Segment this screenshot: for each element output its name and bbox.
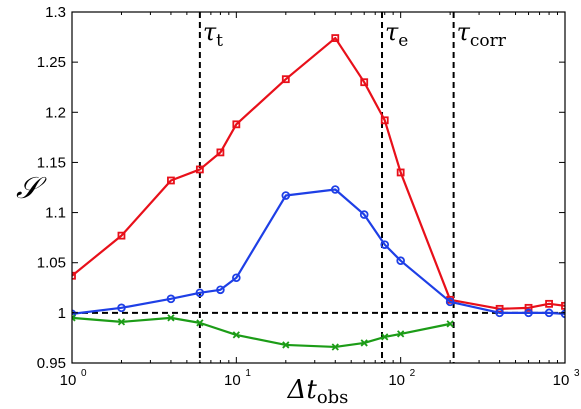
data-point (167, 176, 175, 185)
data-point (524, 303, 533, 312)
reference-line-label-0: τt (203, 18, 223, 51)
x-tick-label: 10 (388, 372, 405, 389)
data-point (359, 210, 369, 219)
data-point (381, 333, 389, 341)
data-point (396, 168, 405, 177)
x-tick-label: 10 (553, 372, 570, 389)
y-tick-label: 1.15 (37, 154, 66, 171)
data-point (331, 343, 339, 351)
x-axis-label: Δtobs (287, 375, 349, 408)
data-point (216, 285, 225, 295)
data-point (282, 341, 290, 349)
data-point (545, 299, 553, 308)
plot-area: τt τe τcorr (72, 12, 565, 363)
data-point (360, 339, 368, 347)
data-point (117, 231, 126, 240)
y-tick-label: 1.25 (37, 54, 66, 71)
data-point (72, 271, 76, 280)
data-point (331, 34, 340, 42)
data-point (232, 120, 241, 129)
x-tick-label: 10 (60, 372, 77, 389)
y-tick-label: 1.3 (45, 4, 66, 21)
data-point (446, 320, 454, 328)
data-point (166, 294, 176, 304)
axes: 0.95 1 1.05 1.1 1.15 1.2 1.25 1.3 10 0 10 1 10 2 10 3 Δt… (16, 4, 580, 408)
data-point (117, 303, 126, 313)
data-point (524, 308, 533, 318)
data-point (445, 297, 455, 307)
x-tick-label-exponent: 0 (81, 368, 87, 379)
axes-frame (71, 11, 566, 364)
data-point (380, 116, 389, 125)
data-point (72, 309, 77, 319)
data-point (380, 240, 390, 249)
series-line-0 (72, 36, 565, 310)
data-point (561, 301, 565, 310)
data-point (360, 78, 369, 87)
data-point (281, 191, 291, 200)
data-point (330, 185, 340, 194)
data-point (117, 318, 126, 326)
x-tick-label-exponent: 2 (410, 368, 416, 379)
x-tick-label: 10 (224, 372, 241, 389)
reference-line-label-1: τe (385, 18, 408, 51)
data-point (396, 256, 405, 266)
data-point (495, 308, 504, 318)
series-2 (72, 314, 454, 351)
data-point (195, 165, 204, 174)
x-tick-label-exponent: 3 (574, 368, 580, 379)
data-point (544, 308, 554, 318)
y-tick-label: 1.2 (45, 104, 66, 121)
data-point (281, 75, 290, 84)
y-tick-label: 1 (58, 305, 66, 322)
series-1 (72, 185, 565, 319)
series-line-1 (72, 188, 565, 315)
y-tick-label: 0.95 (37, 355, 66, 372)
data-point (195, 288, 205, 298)
y-axis-label: 𝒮 (16, 171, 47, 206)
reference-line-label-2: τcorr (457, 18, 507, 51)
data-point (167, 314, 175, 322)
data-point (232, 331, 240, 339)
y-tick-label: 1.1 (45, 205, 66, 222)
data-point (397, 330, 405, 338)
series-line-2 (72, 316, 451, 349)
data-point (196, 319, 204, 327)
data-point (72, 314, 76, 322)
x-tick-label-exponent: 1 (245, 368, 251, 379)
series-0 (72, 34, 565, 313)
y-tick-label: 1.05 (37, 255, 66, 272)
data-point (232, 273, 241, 283)
data-point (216, 148, 225, 157)
